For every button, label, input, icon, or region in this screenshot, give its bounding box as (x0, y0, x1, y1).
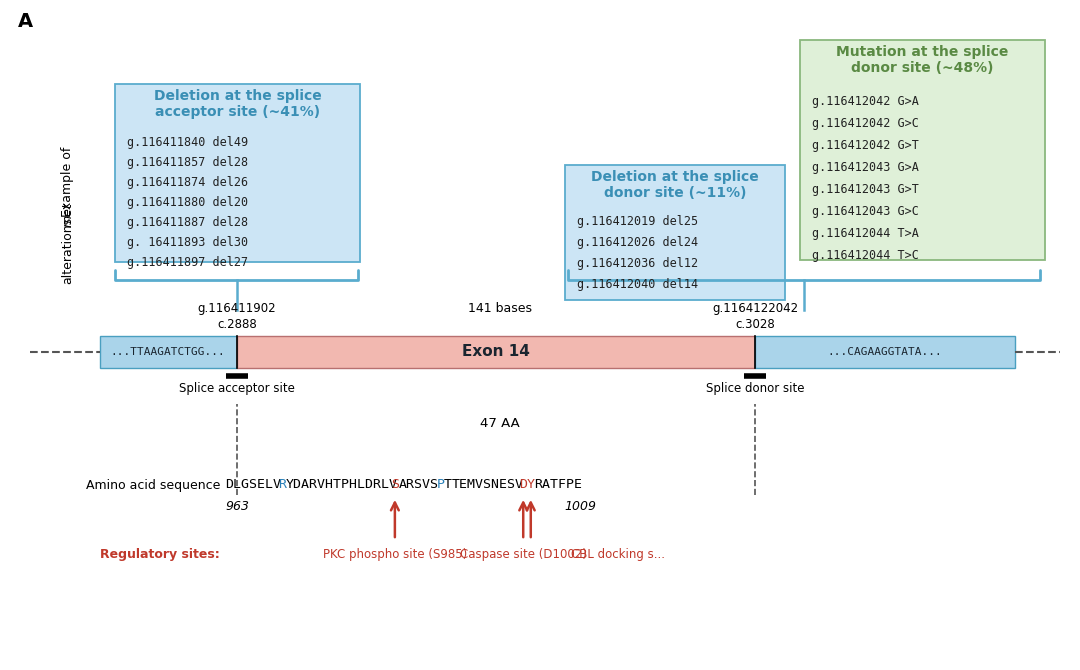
Text: g.116412044 T>C: g.116412044 T>C (812, 249, 919, 262)
Text: D: D (519, 478, 527, 492)
Bar (755, 336, 1015, 368)
Text: g.116411874 del26: g.116411874 del26 (127, 176, 248, 189)
Text: g.116412019 del25: g.116412019 del25 (577, 215, 698, 228)
Text: T: T (444, 478, 451, 492)
Text: g. 16411893 del30: g. 16411893 del30 (127, 236, 248, 249)
Text: TEMVSNESV: TEMVSNESV (451, 478, 524, 492)
Text: Regulatory sites:: Regulatory sites: (100, 548, 219, 561)
Text: g.1164122042: g.1164122042 (712, 302, 798, 315)
Text: g.116411902: g.116411902 (198, 302, 276, 315)
Text: R: R (278, 478, 286, 492)
Text: alterations: alterations (62, 216, 75, 283)
Text: ...TTAAGATCTGG...: ...TTAAGATCTGG... (110, 347, 226, 357)
Text: DLGSELV: DLGSELV (225, 478, 281, 492)
Text: Caspase site (D1002): Caspase site (D1002) (460, 548, 586, 561)
Text: g.116411880 del20: g.116411880 del20 (127, 196, 248, 209)
Text: Example of: Example of (62, 143, 75, 217)
Text: g.116412042 G>T: g.116412042 G>T (812, 139, 919, 152)
Text: ARSVS: ARSVS (399, 478, 438, 492)
Text: g.116412040 del14: g.116412040 del14 (577, 278, 698, 291)
Text: Splice acceptor site: Splice acceptor site (179, 382, 295, 395)
Text: P: P (436, 478, 444, 492)
Text: Splice donor site: Splice donor site (705, 382, 805, 395)
Text: g.116412043 G>T: g.116412043 G>T (812, 183, 919, 196)
Text: 1009: 1009 (565, 500, 597, 513)
FancyBboxPatch shape (800, 40, 1045, 260)
Text: A: A (18, 12, 33, 31)
Text: g.116412042 G>A: g.116412042 G>A (812, 95, 919, 108)
Text: Mutation at the splice
donor site (~48%): Mutation at the splice donor site (~48%) (836, 45, 1009, 75)
Text: YDARVHTPHLDRLV: YDARVHTPHLDRLV (285, 478, 397, 492)
Text: g.116411857 del28: g.116411857 del28 (127, 156, 248, 169)
Text: g.116412043 G>A: g.116412043 G>A (812, 161, 919, 174)
FancyBboxPatch shape (565, 165, 785, 300)
Text: c.2888: c.2888 (217, 318, 257, 331)
Text: PKC phospho site (S985): PKC phospho site (S985) (323, 548, 467, 561)
Text: g.116411897 del27: g.116411897 del27 (127, 256, 248, 269)
Text: met: met (62, 202, 75, 227)
FancyBboxPatch shape (114, 84, 360, 262)
Text: Y: Y (527, 478, 535, 492)
Text: 141 bases: 141 bases (468, 302, 532, 315)
Text: g.116412036 del12: g.116412036 del12 (577, 257, 698, 270)
Text: 47 AA: 47 AA (481, 417, 519, 430)
Bar (237, 336, 755, 368)
Text: g.116411887 del28: g.116411887 del28 (127, 216, 248, 229)
Text: g.116412042 G>C: g.116412042 G>C (812, 117, 919, 130)
Text: CBL docking s...: CBL docking s... (570, 548, 665, 561)
Text: Deletion at the splice
donor site (~11%): Deletion at the splice donor site (~11%) (591, 170, 759, 200)
Text: Amino acid sequence: Amino acid sequence (85, 478, 220, 492)
Text: Exon 14: Exon 14 (462, 344, 530, 360)
Text: g.116411840 del49: g.116411840 del49 (127, 136, 248, 149)
Text: c.3028: c.3028 (735, 318, 774, 331)
Text: Deletion at the splice
acceptor site (~41%): Deletion at the splice acceptor site (~4… (153, 89, 322, 119)
Text: g.116412026 del24: g.116412026 del24 (577, 236, 698, 249)
Text: RATFPE: RATFPE (535, 478, 582, 492)
Text: ...CAGAAGGTATA...: ...CAGAAGGTATA... (827, 347, 943, 357)
Bar (100, 336, 237, 368)
Text: g.116412044 T>A: g.116412044 T>A (812, 227, 919, 240)
Text: g.116412043 G>C: g.116412043 G>C (812, 205, 919, 218)
Text: S: S (391, 478, 400, 492)
Text: 963: 963 (225, 500, 249, 513)
